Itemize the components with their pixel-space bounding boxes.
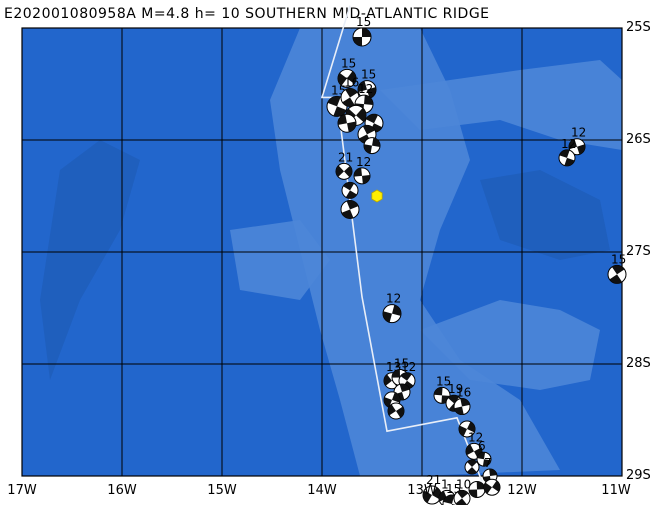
mechanism-depth-label: 15 (394, 356, 409, 370)
focal-mechanism-icon (558, 149, 576, 167)
mechanism-depth-label: 16 (456, 386, 471, 400)
lon-label-14w: 14W (307, 483, 337, 498)
focal-mechanism-icon (382, 304, 402, 324)
mechanism-depth-label: 12 (358, 82, 373, 96)
mechanism-depth-label: 19 (448, 382, 463, 396)
mechanism-depth-label: 15 (361, 68, 376, 82)
mechanism-depth-label: 12 (401, 360, 416, 374)
focal-mechanism-icon (340, 87, 360, 107)
focal-mechanism-icon (468, 480, 486, 498)
focal-mechanism-icon (353, 167, 371, 185)
focal-mechanism-icon (464, 459, 480, 475)
ridge-shallow-zone-4 (230, 220, 330, 300)
map-title: E202001080958A M=4.8 h= 10 SOUTHERN MID-… (4, 6, 490, 22)
lat-label-26s: 26S (626, 132, 651, 147)
focal-mechanism-icon (458, 420, 476, 438)
mechanism-depth-label: 21 (338, 150, 353, 164)
lat-label-27s: 27S (626, 244, 651, 259)
mechanism-depth-label: 7 (484, 456, 492, 470)
graticule (22, 28, 622, 476)
focal-mechanism-icon (433, 386, 451, 404)
focal-mechanism-icon (453, 489, 471, 505)
focal-mechanism-icon (387, 402, 405, 420)
lat-label-29s: 29S (626, 468, 651, 483)
epicenter-hexagon-icon (371, 189, 383, 203)
focal-mechanism-icon (364, 113, 384, 133)
mechanism-depth-label: 1 (441, 477, 449, 491)
mechanism-depth-label: 12 (356, 155, 371, 169)
plate-boundary-line (320, 5, 483, 482)
focal-mechanism-icon (335, 162, 353, 180)
focal-mechanism-icon (363, 137, 381, 155)
mechanism-depth-label: 12 (561, 137, 576, 151)
mechanism-depth-label: 15 (611, 252, 626, 266)
mechanism-depth-label: 15 (356, 15, 371, 29)
mechanism-depth-label: 15 (436, 374, 451, 388)
focal-mechanism-icon (337, 113, 357, 133)
mechanism-depth-label: 16 (344, 75, 359, 89)
focal-mechanism-icon (476, 451, 492, 467)
focal-mechanism-icon (568, 138, 586, 156)
lat-label-25s: 25S (626, 20, 651, 35)
focal-mechanism-icon (352, 27, 372, 47)
focal-mechanism-icon (453, 398, 471, 416)
deep-trough-1 (40, 140, 140, 380)
deep-trough-2 (480, 170, 610, 260)
mechanism-depth-label: 12 (386, 292, 401, 306)
mechanism-depth-label: 10 (456, 477, 471, 491)
focal-mechanism-icon (341, 181, 359, 199)
ridge-shallow-zone-3 (420, 300, 600, 390)
focal-mechanism-icon (340, 199, 360, 219)
mechanism-depth-label: 6 (478, 439, 486, 453)
mechanism-depth-label: 21 (426, 473, 441, 487)
ridge-shallow-zone-2 (380, 60, 622, 150)
mechanism-depth-label: 15 (341, 56, 356, 70)
lon-label-15w: 15W (207, 483, 237, 498)
lon-label-16w: 16W (107, 483, 137, 498)
focal-mechanism-icon (422, 485, 442, 505)
lon-label-13w: 13W (407, 483, 437, 498)
mechanism-depth-label: 12 (571, 126, 586, 140)
lat-label-28s: 28S (626, 356, 651, 371)
mechanism-depth-label: 12 (468, 430, 483, 444)
lon-label-11w: 11W (601, 483, 631, 498)
focal-mechanism-icon (337, 68, 357, 88)
focal-mechanism-icon (483, 478, 501, 496)
lon-label-17w: 17W (7, 483, 37, 498)
focal-mechanism-icon (607, 264, 627, 284)
map-frame (21, 27, 623, 477)
lon-label-12w: 12W (507, 483, 537, 498)
